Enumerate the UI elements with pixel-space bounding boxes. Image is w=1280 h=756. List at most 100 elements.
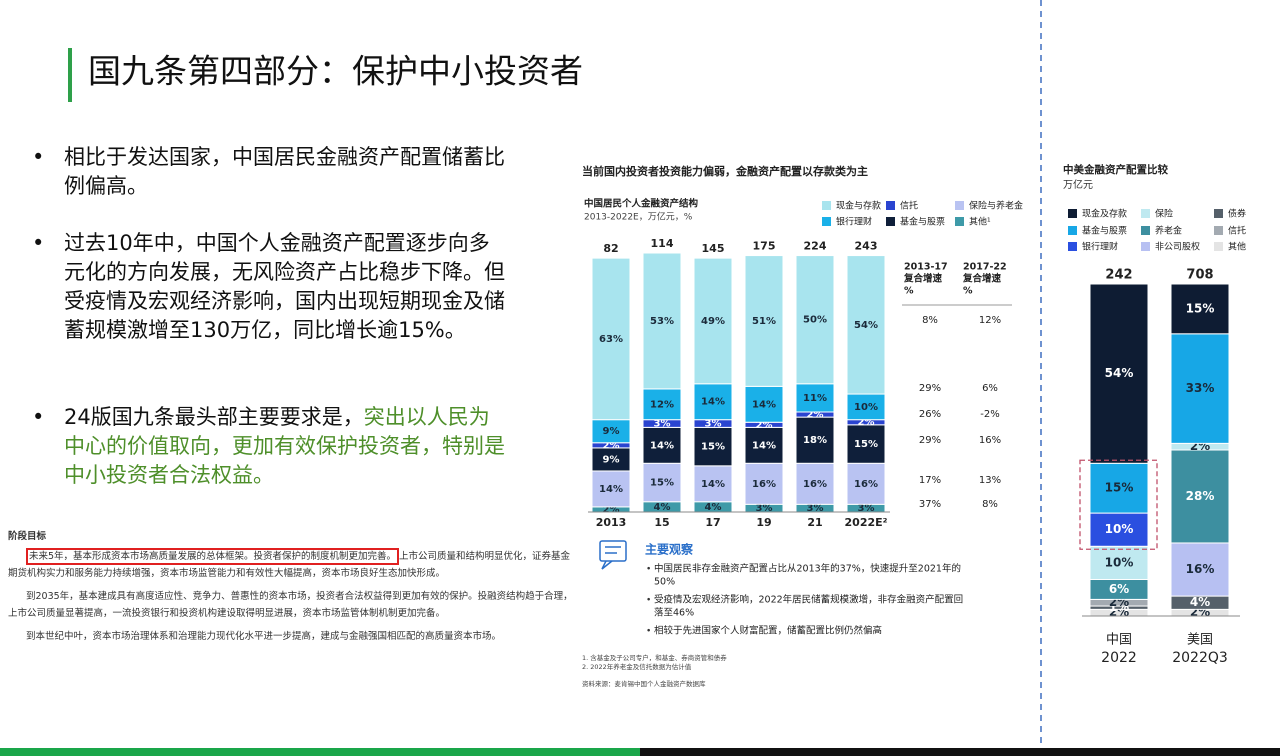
bar-segment xyxy=(1170,333,1230,444)
table-header: 2013-17 xyxy=(904,262,948,273)
bullet-text: 相比于发达国家，中国居民金融资产配置储蓄比例偏高。 xyxy=(64,145,505,198)
bar-segment xyxy=(642,252,682,390)
legend-label: 现金与存款 xyxy=(836,200,881,212)
table-cell: 8% xyxy=(982,499,998,510)
legend-label: 其他¹ xyxy=(969,216,991,228)
table-cell: 37% xyxy=(919,499,941,510)
data-label: 33% xyxy=(1186,381,1215,395)
legend-label: 银行理财 xyxy=(1082,241,1118,253)
data-label: 4% xyxy=(705,502,722,513)
data-label: 16% xyxy=(854,479,878,490)
data-label: 3% xyxy=(756,503,773,514)
chart-title: 中美金融资产配置比较 xyxy=(1063,163,1168,176)
data-label: 2% xyxy=(603,504,620,515)
legend-swatch xyxy=(955,217,964,226)
bar-segment xyxy=(1089,462,1149,514)
legend-label: 基金与股票 xyxy=(900,216,945,228)
legend-swatch xyxy=(1068,209,1077,218)
excerpt-paragraph: 到2035年，基本建成具有高度适应性、竞争力、普惠性的资本市场，投资者合法权益得… xyxy=(8,591,573,619)
bar-segment xyxy=(795,255,835,385)
legend-swatch xyxy=(1068,226,1077,235)
data-label: 54% xyxy=(1105,366,1134,380)
data-label: 3% xyxy=(807,503,824,514)
data-label: 15% xyxy=(650,478,674,489)
data-label: 63% xyxy=(599,334,623,345)
slide-title: 国九条第四部分：保护中小投资者 xyxy=(88,52,583,91)
data-label: 14% xyxy=(701,397,725,408)
excerpt-text: 上市公司质量和结构明显优化，证券基金期货机构实力和服务能力持续增强，资本市场监管… xyxy=(8,551,571,579)
data-label: 16% xyxy=(1186,562,1215,576)
footnote: 1. 含基金及子公司专户，和基金、券商资管和债券 xyxy=(582,653,727,662)
legend-label: 信托 xyxy=(1228,225,1246,237)
bar-segment xyxy=(591,470,631,508)
data-label: 2% xyxy=(858,417,875,428)
legend-label: 信托 xyxy=(900,200,918,212)
bar-segment xyxy=(744,426,784,464)
data-label: 50% xyxy=(803,315,827,326)
chart-subtitle: 中国居民个人金融资产结构 xyxy=(584,198,699,210)
table-cell: 16% xyxy=(979,435,1001,446)
data-label: 3% xyxy=(705,419,722,430)
bar-total: 82 xyxy=(603,242,618,255)
table-cell: 17% xyxy=(919,475,941,486)
title-accent xyxy=(68,48,72,102)
table-cell: 6% xyxy=(982,383,998,394)
bullet-highlight: 突出以人民为中心的价值取向，更加有效保护投资者，特别是中小投资者合法权益。 xyxy=(64,405,505,487)
legend-swatch xyxy=(822,217,831,226)
bar-segment xyxy=(744,255,784,387)
data-label: 4% xyxy=(1190,595,1210,609)
table-cell: 29% xyxy=(919,435,941,446)
data-label: 16% xyxy=(803,479,827,490)
bar-segment xyxy=(642,462,682,503)
chart-unit: 2013-2022E，万亿元，% xyxy=(584,211,693,223)
footer-bar xyxy=(640,748,1280,756)
data-label: 14% xyxy=(701,479,725,490)
legend-label: 银行理财 xyxy=(836,216,872,228)
footnote: 2. 2022年养老金及信托数据为估计值 xyxy=(582,662,692,671)
data-label: 6% xyxy=(1109,582,1129,596)
observation-text: 相较于先进国家个人财富配置，储蓄配置比例仍然偏高 xyxy=(654,625,882,637)
bar-segment xyxy=(693,465,733,503)
data-label: 16% xyxy=(752,479,776,490)
bar-segment xyxy=(1170,283,1230,335)
table-cell: -2% xyxy=(980,409,999,420)
bar-segment xyxy=(1170,542,1230,597)
data-label: 14% xyxy=(650,440,674,451)
bar-segment xyxy=(693,426,733,467)
table-cell: 26% xyxy=(919,409,941,420)
chart-title: 当前国内投资者投资能力偏弱，金融资产配置以存款类为主 xyxy=(582,164,868,178)
x-tick-label: 21 xyxy=(807,516,822,529)
data-label: 14% xyxy=(752,399,776,410)
data-label: 14% xyxy=(599,484,623,495)
table-cell: 12% xyxy=(979,315,1001,326)
observation-text: 50% xyxy=(654,577,675,588)
bar-total: 242 xyxy=(1105,268,1132,283)
data-label: 15% xyxy=(1105,481,1134,495)
legend-swatch xyxy=(886,217,895,226)
data-label: 15% xyxy=(854,439,878,450)
bar-total: 243 xyxy=(855,240,878,253)
bar-total: 708 xyxy=(1186,268,1213,283)
data-label: 28% xyxy=(1186,489,1215,503)
legend-label: 债券 xyxy=(1228,208,1246,220)
data-label: 53% xyxy=(650,316,674,327)
document-excerpt: 阶段目标 未来5年，基本形成资本市场高质量发展的总体框架。投资者保护的制度机制更… xyxy=(8,528,576,651)
data-label: 10% xyxy=(854,402,878,413)
x-tick-label: 美国 xyxy=(1187,633,1213,648)
excerpt-paragraph: 未来5年，基本形成资本市场高质量发展的总体框架。投资者保护的制度机制更加完善。上… xyxy=(8,548,576,582)
x-tick-label: 2022E² xyxy=(845,516,888,529)
legend-swatch xyxy=(1214,209,1223,218)
excerpt-heading: 阶段目标 xyxy=(8,531,47,542)
legend-swatch xyxy=(822,201,831,210)
bar-segment xyxy=(1170,449,1230,544)
table-header: % xyxy=(963,286,973,297)
excerpt-paragraph: 到本世纪中叶，资本市场治理体系和治理能力现代化水平进一步提高，建成与金融强国相匹… xyxy=(26,631,502,642)
bar-segment xyxy=(642,388,682,421)
legend-swatch xyxy=(1214,242,1223,251)
footer-bar xyxy=(0,748,640,756)
bar-segment xyxy=(846,424,886,464)
data-label: 12% xyxy=(650,399,674,410)
bar-segment xyxy=(795,462,835,505)
